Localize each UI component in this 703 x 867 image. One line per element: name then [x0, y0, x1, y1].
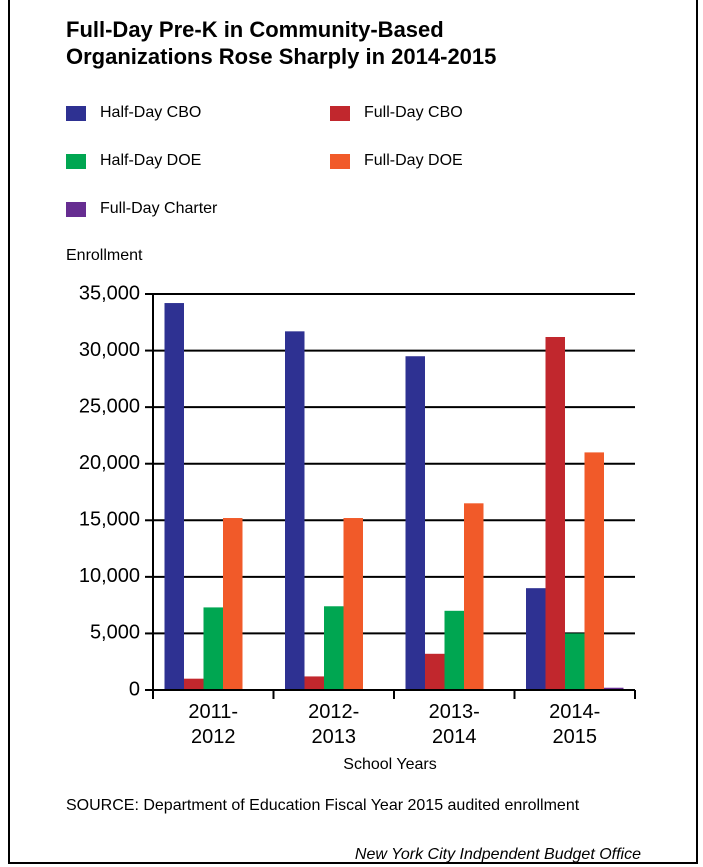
legend-item: Full-Day DOE: [330, 152, 463, 170]
chart-title: Full-Day Pre-K in Community-Based Organi…: [66, 17, 497, 69]
legend-swatch: [330, 105, 350, 121]
y-tick-label: 20,000: [79, 452, 140, 474]
credit: New York City Indpendent Budget Office: [354, 846, 641, 863]
legend-swatch: [66, 105, 86, 121]
bar: [565, 633, 585, 690]
bar: [444, 610, 464, 690]
bar: [425, 653, 445, 690]
legend-label: Half-Day DOE: [100, 152, 202, 169]
legend-label: Full-Day Charter: [100, 200, 218, 217]
bar: [604, 687, 624, 690]
x-tick-label: 2011-2012: [188, 701, 239, 748]
bar: [324, 606, 344, 690]
legend-label: Half-Day CBO: [100, 104, 202, 121]
legend-label: Full-Day DOE: [364, 152, 463, 169]
legend-swatch: [66, 153, 86, 169]
y-tick-label: 25,000: [79, 395, 140, 417]
y-tick-label: 35,000: [79, 282, 140, 304]
y-tick-label: 10,000: [79, 565, 140, 587]
bar: [203, 607, 223, 690]
y-axis-label: Enrollment: [66, 247, 143, 264]
bar: [304, 676, 324, 690]
x-axis-label: School Years: [343, 756, 437, 773]
bar: [285, 331, 305, 690]
y-tick-label: 0: [129, 678, 140, 700]
legend-item: Full-Day CBO: [330, 104, 463, 122]
legend-item: Half-Day CBO: [66, 104, 201, 122]
source: SOURCE: Department of Education Fiscal Y…: [66, 797, 580, 814]
bar: [545, 336, 565, 690]
y-tick-label: 5,000: [90, 622, 140, 644]
legend-item: Half-Day DOE: [66, 152, 201, 170]
frame: [8, 0, 698, 864]
y-tick-label: 15,000: [79, 509, 140, 531]
x-tick-label: 2013-2014: [428, 701, 480, 748]
bar: [343, 518, 363, 690]
bar: [164, 303, 184, 690]
bar: [526, 588, 546, 690]
legend-item: Full-Day Charter: [66, 200, 217, 218]
bar: [223, 518, 243, 690]
legend-swatch: [66, 201, 86, 217]
legend-label: Full-Day CBO: [364, 104, 463, 121]
bar: [464, 503, 484, 690]
x-tick-label: 2014-2015: [549, 701, 601, 748]
bar: [184, 678, 204, 690]
x-tick-label: 2012-2013: [308, 701, 360, 748]
y-tick-label: 30,000: [79, 339, 140, 361]
bar: [405, 356, 425, 690]
legend-swatch: [330, 153, 350, 169]
bar: [584, 452, 604, 690]
